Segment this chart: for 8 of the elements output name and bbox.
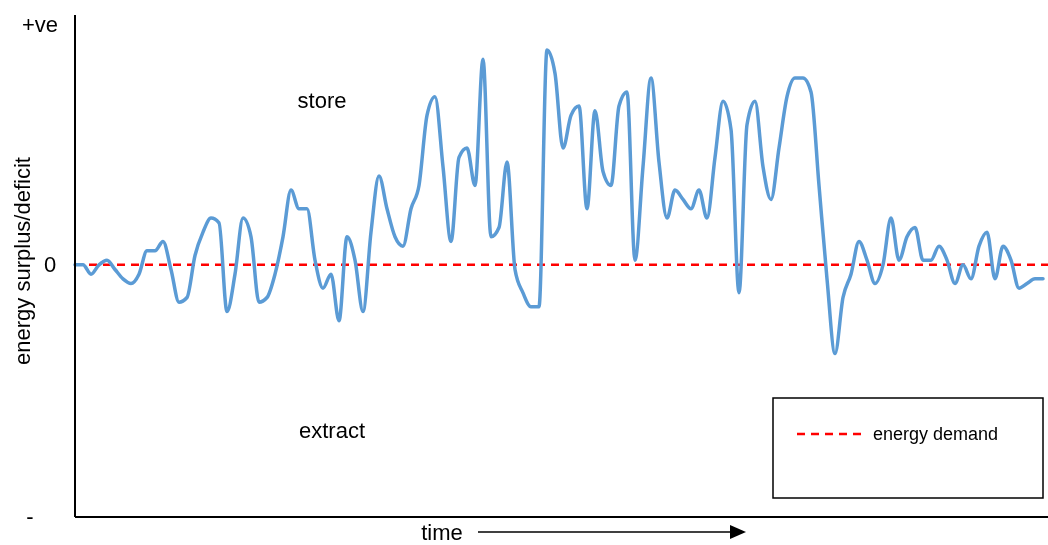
x-axis-title: time [421, 520, 463, 545]
y-axis-title: energy surplus/deficit [10, 157, 35, 365]
annotation: extract [298, 418, 366, 443]
legend-label: energy demand [873, 424, 999, 445]
annotation: store [297, 88, 347, 113]
text: +ve [21, 12, 59, 37]
text: 0 [43, 252, 57, 277]
text: - [26, 504, 34, 529]
